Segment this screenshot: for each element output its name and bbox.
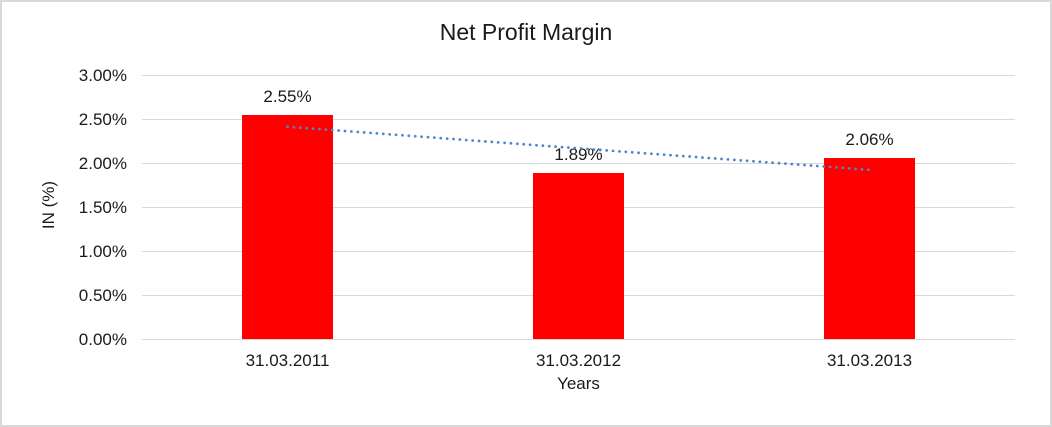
gridline <box>142 119 1015 120</box>
bar-data-label: 2.55% <box>263 86 312 106</box>
y-axis-tick-label: 2.00% <box>78 153 127 173</box>
gridline <box>142 75 1015 76</box>
gridline <box>142 339 1015 340</box>
bar <box>824 157 915 339</box>
y-axis-tick-label: 2.50% <box>78 109 127 129</box>
bar-data-label: 1.89% <box>554 144 603 164</box>
y-axis-tick-label: 0.00% <box>78 329 127 349</box>
y-axis-tick-label: 1.50% <box>78 197 127 217</box>
x-axis-tick-label: 31.03.2012 <box>535 351 622 370</box>
y-axis-tick-label: 1.00% <box>78 241 127 261</box>
y-axis-tick-label: 3.00% <box>78 65 127 85</box>
chart-title: Net Profit Margin <box>439 19 613 45</box>
bar <box>533 172 624 339</box>
x-axis-tick-label: 31.03.2011 <box>245 351 330 370</box>
bar-data-label: 2.06% <box>845 129 894 149</box>
x-axis-title: Years <box>557 374 600 393</box>
bar <box>242 114 333 339</box>
x-axis-tick-label: 31.03.2013 <box>826 351 913 370</box>
y-axis-tick-label: 0.50% <box>78 285 127 305</box>
